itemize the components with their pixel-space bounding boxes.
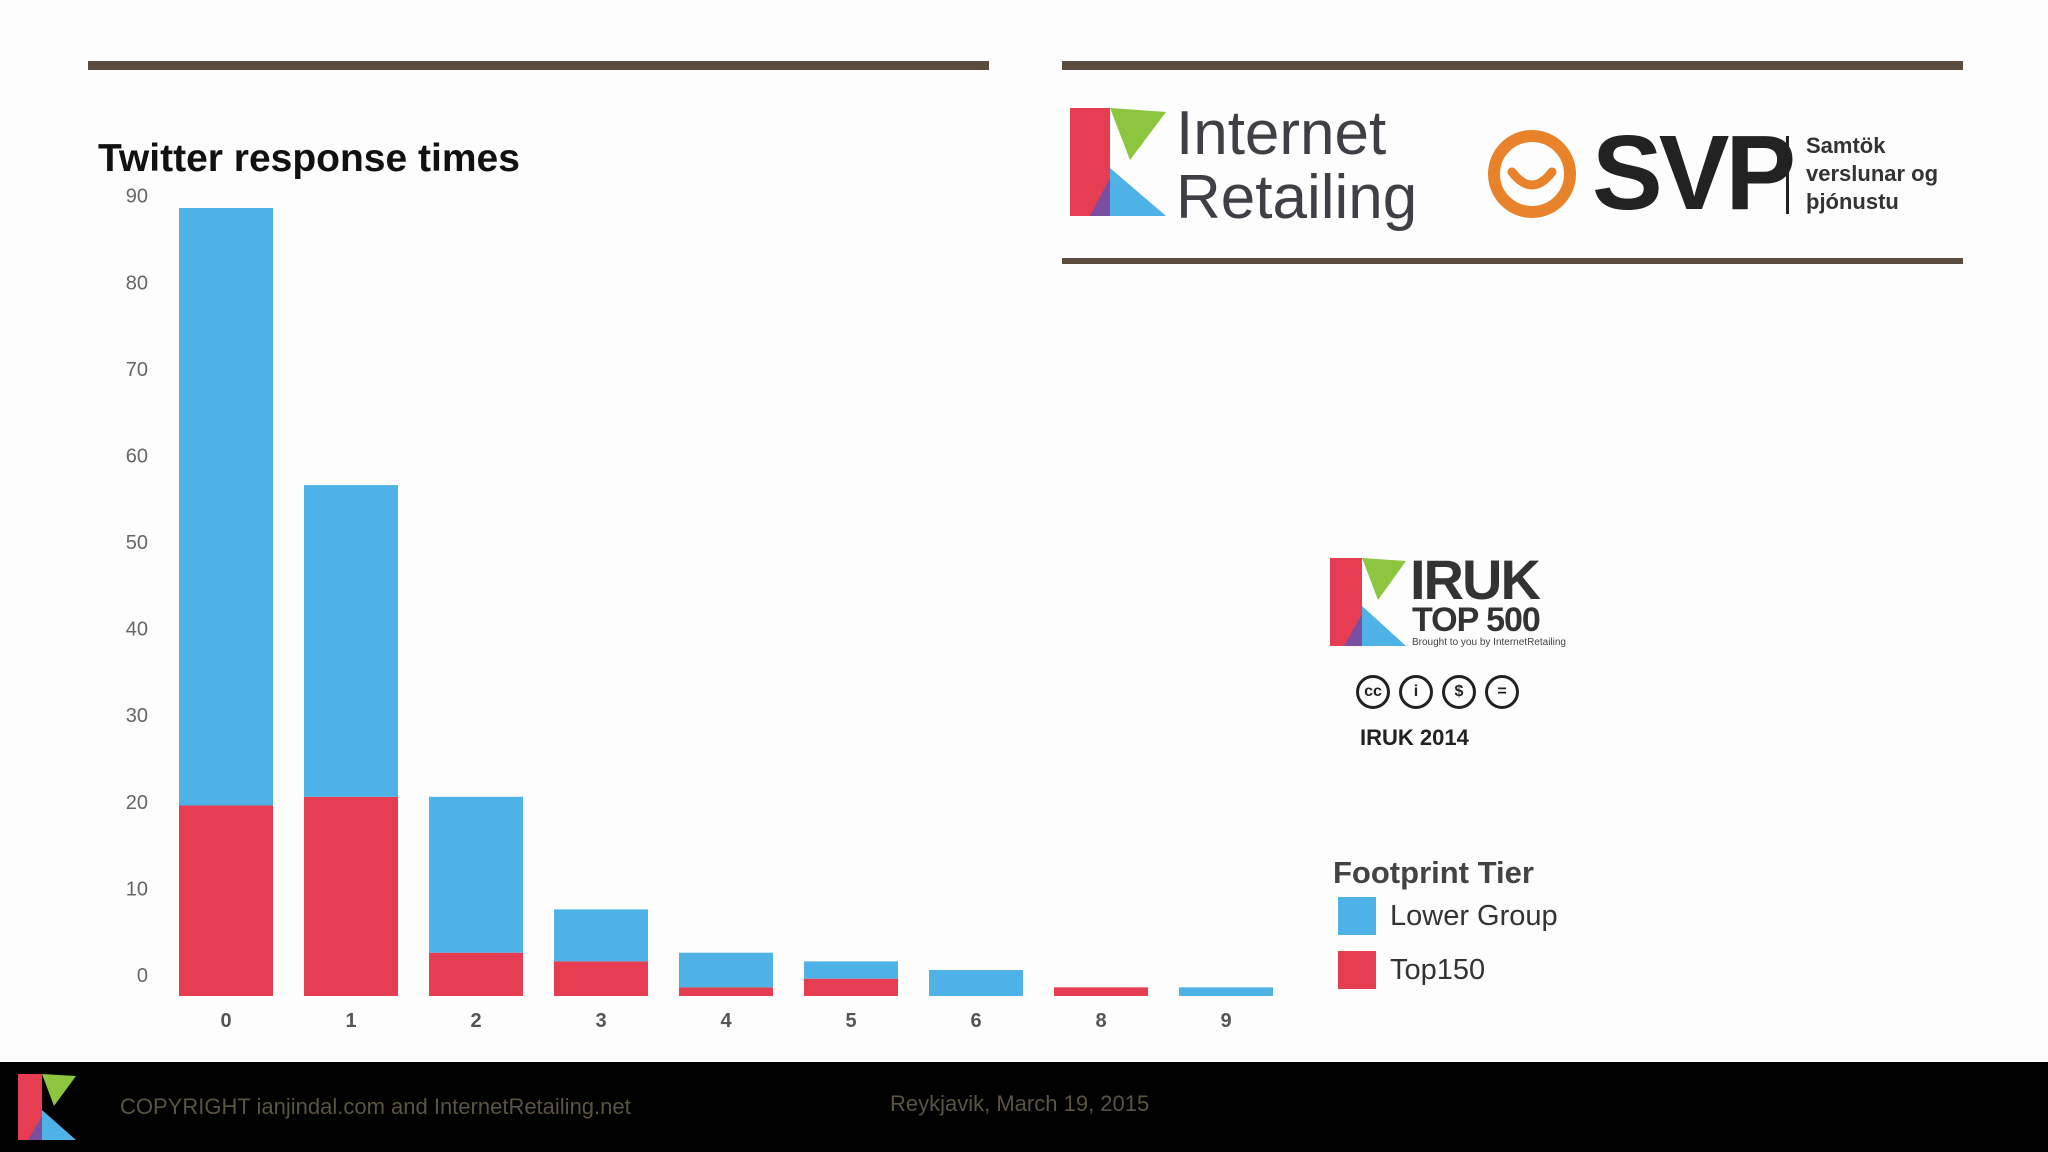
x-tick-label: 9: [1220, 1010, 1231, 1032]
bar-lower-group-2: [429, 796, 523, 953]
iruk-top500: TOP 500: [1412, 601, 1541, 639]
chart-title: Twitter response times: [98, 137, 520, 180]
iruk-tagline: Brought to you by InternetRetailing: [1412, 637, 1566, 648]
bar-lower-group-0: [179, 208, 273, 806]
bar-lower-group-5: [804, 961, 898, 979]
y-tick-label: 30: [126, 705, 148, 727]
svp-divider: [1786, 136, 1789, 214]
y-tick-label: 80: [126, 272, 148, 294]
y-tick-label: 90: [126, 186, 148, 208]
y-tick-label: 0: [137, 965, 148, 987]
x-tick-label: 3: [595, 1010, 606, 1032]
wordmark-line-1: Internet: [1176, 99, 1387, 168]
legend-swatch-top150: [1338, 951, 1376, 989]
iruk-logo-icon: [1330, 558, 1406, 646]
by-icon: i: [1399, 675, 1433, 709]
svp-wordmark: SVP: [1592, 114, 1796, 232]
legend-label-lower-group: Lower Group: [1390, 899, 1558, 932]
bar-top150-8: [1054, 987, 1148, 996]
iruk-year: IRUK 2014: [1360, 725, 1469, 750]
legend-item-lower-group: Lower Group: [1338, 897, 1558, 935]
svp-subtitle-line-3: þjónustu: [1806, 189, 1899, 214]
svp-subtitle: Samtök verslunar og þjónustu: [1806, 132, 1938, 216]
bar-top150-3: [554, 961, 648, 996]
svp-smile-icon: [1488, 130, 1576, 218]
bar-top150-4: [679, 987, 773, 996]
license-icons: cc i $ =: [1356, 675, 1519, 709]
x-tick-label: 4: [720, 1010, 732, 1032]
footer-bar: COPYRIGHT ianjindal.com and InternetReta…: [0, 1062, 2048, 1152]
bar-top150-5: [804, 978, 898, 996]
legend-label-top150: Top150: [1390, 953, 1486, 986]
legend-title: Footprint Tier: [1333, 855, 1534, 890]
bar-lower-group-9: [1179, 987, 1273, 996]
iruk-name: IRUK: [1410, 548, 1541, 611]
bar-lower-group-3: [554, 909, 648, 962]
y-tick-label: 40: [126, 619, 148, 641]
svp-subtitle-line-1: Samtök: [1806, 133, 1886, 158]
wordmark-line-2: Retailing: [1176, 163, 1418, 232]
bar-top150-0: [179, 805, 273, 996]
footer-date: Reykjavik, March 19, 2015: [890, 1091, 1150, 1116]
y-tick-label: 20: [126, 792, 148, 814]
bar-chart: 0 10 20 30 40 50 60 70 80 90 0 1 2 3 4 5 6 8 9: [126, 186, 1273, 1032]
svp-subtitle-line-2: verslunar og: [1806, 161, 1939, 186]
footer-logo-icon: [18, 1074, 76, 1140]
nc-icon: $: [1442, 675, 1476, 709]
legend-item-top150: Top150: [1338, 951, 1485, 989]
x-tick-label: 0: [220, 1010, 231, 1032]
bar-top150-1: [304, 796, 398, 996]
y-tick-label: 50: [126, 532, 148, 554]
x-tick-label: 8: [1095, 1010, 1106, 1032]
internet-retailing-wordmark: Internet Retailing: [1176, 102, 1417, 230]
x-tick-label: 5: [845, 1010, 856, 1032]
x-tick-label: 1: [345, 1010, 356, 1032]
y-tick-label: 60: [126, 445, 148, 467]
nd-icon: =: [1485, 675, 1519, 709]
x-tick-label: 2: [470, 1010, 481, 1032]
bar-lower-group-6: [929, 970, 1023, 996]
cc-icon: cc: [1356, 675, 1390, 709]
y-tick-label: 70: [126, 359, 148, 381]
top-rule-right: [1062, 61, 1963, 70]
bar-lower-group-4: [679, 952, 773, 988]
bar-lower-group-1: [304, 485, 398, 797]
footer-copyright: COPYRIGHT ianjindal.com and InternetReta…: [120, 1094, 631, 1119]
y-tick-label: 10: [126, 878, 148, 900]
top-rule-left: [88, 61, 989, 70]
logo-panel-bottom-rule: [1062, 258, 1963, 264]
legend-swatch-lower-group: [1338, 897, 1376, 935]
internet-retailing-logo-icon: [1070, 108, 1166, 216]
x-tick-label: 6: [970, 1010, 981, 1032]
bar-top150-2: [429, 952, 523, 996]
